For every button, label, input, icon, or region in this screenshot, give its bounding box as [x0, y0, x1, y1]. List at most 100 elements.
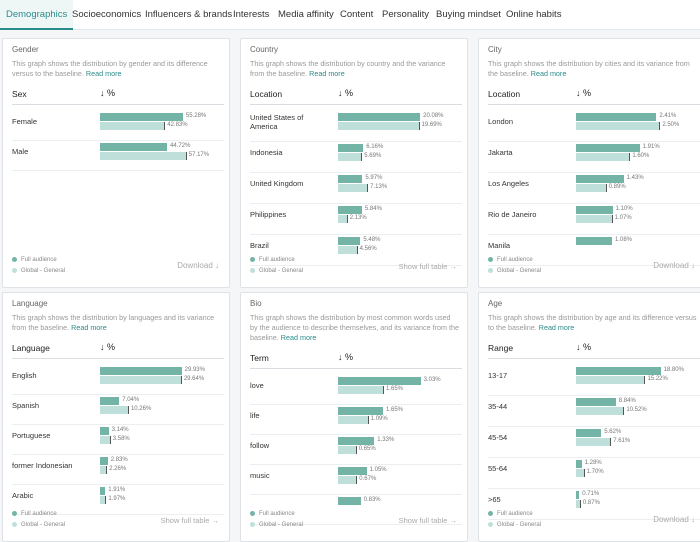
- read-more-link[interactable]: Read more: [538, 323, 575, 332]
- legend-full-audience: Full audience: [488, 257, 533, 263]
- card-title: Language: [12, 299, 48, 308]
- sort-percent-button[interactable]: ↓ %: [338, 88, 354, 98]
- row-label: Indonesia: [250, 148, 283, 157]
- row-label: Philippines: [250, 210, 287, 219]
- read-more-link[interactable]: Read more: [71, 323, 107, 332]
- table-row[interactable]: 13-17 18.80% 15.22%: [488, 365, 700, 396]
- table-row[interactable]: United States of America 20.08% 19.69%: [250, 111, 462, 142]
- table-row[interactable]: 55-64 1.28% 1.70%: [488, 458, 700, 489]
- column-header: Term: [250, 353, 269, 363]
- tab-buying-mindset[interactable]: Buying mindset: [436, 9, 501, 20]
- table-row[interactable]: Brazil 5.48% 4.56%: [250, 235, 462, 266]
- tab-socioeconomics[interactable]: Socioeconomics: [72, 9, 142, 20]
- table-row[interactable]: 45-54 5.62% 7.61%: [488, 427, 700, 458]
- card-description: This graph shows the distribution by gen…: [12, 59, 222, 79]
- full-audience-value: 29.93%: [184, 367, 205, 373]
- legend-global-general: Global - General: [250, 268, 303, 274]
- global-baseline-bar: [338, 153, 363, 161]
- read-more-link[interactable]: Read more: [309, 69, 345, 78]
- table-row[interactable]: English 29.93% 29.64%: [12, 365, 224, 395]
- table-row[interactable]: Philippines 5.84% 2.13%: [250, 204, 462, 235]
- tab-media-affinity[interactable]: Media affinity: [278, 9, 334, 20]
- baseline-tick: [356, 246, 358, 254]
- description-text: This graph shows the distribution by age…: [488, 313, 697, 332]
- sort-percent-button[interactable]: ↓ %: [100, 342, 116, 352]
- table-row[interactable]: London 2.41% 2.50%: [488, 111, 700, 142]
- table-row[interactable]: 0.83%: [250, 495, 462, 525]
- table-row[interactable]: Portuguese 3.14% 3.58%: [12, 425, 224, 455]
- table-row[interactable]: former Indonesian 2.83% 2.26%: [12, 455, 224, 485]
- tab-influencers-brands[interactable]: Influencers & brands: [145, 9, 233, 20]
- table-row[interactable]: Arabic 1.91% 1.97%: [12, 485, 224, 515]
- global-general-dot-icon: [488, 268, 493, 273]
- row-label: Rio de Janeiro: [488, 210, 537, 219]
- baseline-tick: [180, 376, 182, 384]
- table-row[interactable]: United Kingdom 5.97% 7.13%: [250, 173, 462, 204]
- table-row[interactable]: music 1.05% 0.67%: [250, 465, 462, 495]
- table-row[interactable]: Jakarta 1.91% 1.60%: [488, 142, 700, 173]
- table-row[interactable]: 35-44 8.84% 10.52%: [488, 396, 700, 427]
- read-more-link[interactable]: Read more: [280, 333, 317, 342]
- row-label: United States of America: [250, 113, 304, 131]
- full-audience-value: 2.83%: [110, 457, 128, 463]
- table-row[interactable]: Female 55.28% 42.83%: [12, 111, 224, 141]
- table-row[interactable]: love 3.03% 1.65%: [250, 375, 462, 405]
- global-baseline-bar: [576, 407, 625, 415]
- sort-percent-button[interactable]: ↓ %: [338, 352, 354, 362]
- global-baseline-value: 1.09%: [370, 416, 388, 422]
- tab-interests[interactable]: Interests: [233, 9, 270, 20]
- table-row[interactable]: Indonesia 6.16% 5.69%: [250, 142, 462, 173]
- full-audience-value: 5.62%: [604, 429, 622, 435]
- table-row[interactable]: Manila 1.08%: [488, 235, 700, 266]
- show-full-table-link[interactable]: Show full table →: [160, 516, 219, 525]
- gender-card: Gender This graph shows the distribution …: [2, 38, 230, 288]
- global-general-dot-icon: [250, 268, 255, 273]
- tab-personality[interactable]: Personality: [382, 9, 429, 20]
- show-full-table-link[interactable]: Show full table →: [398, 516, 457, 525]
- download-button[interactable]: Download ↓: [653, 261, 695, 270]
- full-audience-bar: [100, 113, 183, 121]
- sort-percent-button[interactable]: ↓ %: [576, 342, 592, 352]
- sort-percent-button[interactable]: ↓ %: [100, 88, 116, 98]
- table-row[interactable]: Spanish 7.04% 10.26%: [12, 395, 224, 425]
- baseline-tick: [579, 500, 581, 508]
- global-baseline-value: 7.61%: [613, 438, 631, 444]
- full-audience-bar: [576, 175, 624, 183]
- global-baseline-value: 7.13%: [370, 184, 388, 190]
- sort-percent-button[interactable]: ↓ %: [576, 88, 592, 98]
- baseline-tick: [185, 152, 187, 160]
- read-more-link[interactable]: Read more: [530, 69, 567, 78]
- download-button[interactable]: Download ↓: [177, 261, 219, 270]
- table-row[interactable]: follow 1.33% 0.65%: [250, 435, 462, 465]
- tab-online-habits[interactable]: Online habits: [506, 9, 562, 20]
- legend-full-audience: Full audience: [250, 511, 295, 517]
- tab-content[interactable]: Content: [340, 9, 374, 20]
- description-text: This graph shows the distribution by cit…: [488, 59, 690, 78]
- baseline-tick: [164, 122, 166, 130]
- table-row[interactable]: life 1.65% 1.09%: [250, 405, 462, 435]
- global-baseline-bar: [576, 122, 661, 130]
- global-baseline-value: 0.89%: [608, 184, 626, 190]
- baseline-tick: [367, 184, 369, 192]
- table-row[interactable]: Rio de Janeiro 1.10% 1.07%: [488, 204, 700, 235]
- legend-label: Global - General: [259, 522, 304, 529]
- full-audience-value: 0.83%: [363, 497, 381, 503]
- full-audience-value: 1.33%: [377, 437, 395, 443]
- row-label: life: [250, 411, 260, 420]
- table-row[interactable]: Male 44.72% 57.17%: [12, 141, 224, 171]
- full-audience-bar: [576, 144, 640, 152]
- tab-demographics[interactable]: Demographics: [0, 0, 74, 30]
- row-label: 45-54: [488, 433, 508, 442]
- read-more-link[interactable]: Read more: [85, 69, 122, 78]
- table-row[interactable]: >65 0.71% 0.87%: [488, 489, 700, 520]
- download-button[interactable]: Download ↓: [653, 515, 695, 524]
- baseline-tick: [605, 184, 607, 192]
- full-audience-dot-icon: [12, 257, 17, 262]
- full-audience-bar: [100, 487, 106, 495]
- show-full-table-link[interactable]: Show full table →: [398, 262, 457, 271]
- legend-full-audience: Full audience: [488, 511, 533, 517]
- table-header: Sex ↓ %: [12, 85, 224, 105]
- bio-card: Bio This graph shows the distribution by …: [240, 292, 468, 542]
- row-label: follow: [250, 441, 270, 450]
- table-row[interactable]: Los Angeles 1.43% 0.89%: [488, 173, 700, 204]
